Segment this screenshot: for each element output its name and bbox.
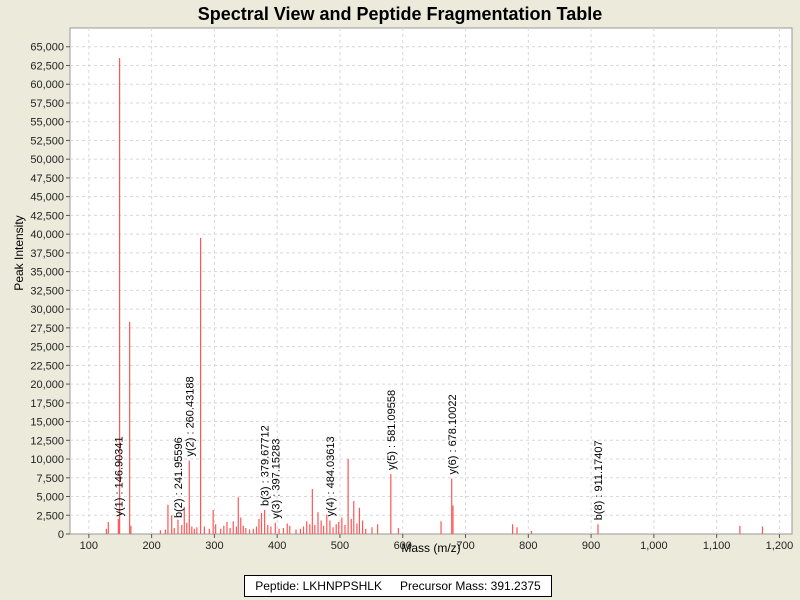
y-tick-label: 62,500 (30, 60, 64, 72)
ion-label: y(4) : 484.03613 (325, 436, 337, 516)
plot-area (69, 27, 793, 535)
y-tick-label: 17,500 (30, 398, 64, 410)
x-axis-title: Mass (m/z) (401, 541, 460, 555)
peaks (105, 57, 764, 534)
y-axis-title: Peak Intensity (12, 215, 26, 290)
y-tick-label: 50,000 (30, 154, 64, 166)
y-tick-label: 25,000 (30, 342, 64, 354)
y-tick-label: 42,500 (30, 210, 64, 222)
y-tick-label: 55,000 (30, 117, 64, 129)
y-tick-label: 2,500 (36, 510, 64, 522)
y-tick-label: 0 (58, 529, 64, 541)
x-axis: 100 200 300 400 500 600 700 800 900 1,000 1,100 1,2… (80, 534, 794, 552)
x-tick-label: 600 (394, 540, 412, 552)
y-tick-label: 12,500 (30, 435, 64, 447)
y-tick-label: 57,500 (30, 98, 64, 110)
y-tick-label: 32,500 (30, 285, 64, 297)
x-tick-label: 100 (80, 540, 98, 552)
y-tick-label: 40,000 (30, 229, 64, 241)
ion-label: y(6) : 678.10022 (447, 394, 459, 474)
x-tick-label: 700 (456, 540, 474, 552)
ion-label: y(5) : 581.09558 (386, 390, 398, 470)
ion-label: b(8) : 911.17407 (593, 440, 605, 520)
x-tick-label: 500 (331, 540, 349, 552)
y-tick-label: 15,000 (30, 417, 64, 429)
y-tick-label: 5,000 (36, 492, 64, 504)
x-tick-label: 200 (142, 540, 160, 552)
y-tick-label: 37,500 (30, 248, 64, 260)
y-tick-label: 45,000 (30, 192, 64, 204)
y-tick-label: 47,500 (30, 173, 64, 185)
x-tick-label: 300 (205, 540, 223, 552)
y-tick-label: 30,000 (30, 304, 64, 316)
x-tick-label: 900 (582, 540, 600, 552)
ion-label: y(1) : 146.90341 (113, 436, 125, 516)
ion-label: y(3) : 397.15283 (270, 439, 282, 519)
y-tick-label: 52,500 (30, 135, 64, 147)
y-tick-label: 10,000 (30, 454, 64, 466)
x-tick-label: 1,200 (766, 540, 794, 552)
y-tick-label: 60,000 (30, 79, 64, 91)
x-tick-label: 1,000 (640, 540, 668, 552)
y-tick-label: 27,500 (30, 323, 64, 335)
ion-label: b(2) : 241.95596 (173, 437, 185, 518)
x-tick-label: 400 (268, 540, 286, 552)
ion-label: b(3) : 379.67712 (259, 425, 271, 506)
y-tick-label: 7,500 (36, 473, 64, 485)
chart-title: Spectral View and Peptide Fragmentation … (198, 4, 602, 24)
grid (70, 28, 792, 534)
y-tick-label: 35,000 (30, 267, 64, 279)
y-axis: 0 2,500 5,000 7,500 10,000 12,500 15,000 17,500… (30, 42, 70, 541)
legend-box: Peptide: LKHNPPSHLK Precursor Mass: 391.… (244, 575, 552, 597)
y-tick-label: 22,500 (30, 360, 64, 372)
x-tick-label: 800 (519, 540, 537, 552)
x-tick-label: 1,100 (703, 540, 731, 552)
y-tick-label: 20,000 (30, 379, 64, 391)
peptide-label: Peptide: LKHNPPSHLK (255, 579, 382, 593)
ion-label: y(2) : 260.43188 (185, 376, 197, 456)
y-tick-label: 65,000 (30, 42, 64, 54)
precursor-mass-label: Precursor Mass: 391.2375 (399, 579, 541, 593)
